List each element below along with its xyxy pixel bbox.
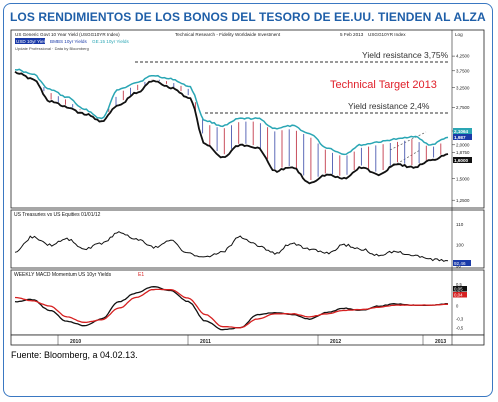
legend-item1: USD 10yr Yields <box>16 39 50 44</box>
macd-tick-label: -0,5 <box>456 325 464 330</box>
equities-tick-label: 90 <box>456 264 462 269</box>
header-center: Technical Research - Fidelity Worldwide … <box>175 32 281 37</box>
y-tick-label: 3,2500 <box>456 85 470 90</box>
y-tick-label: 1,2500 <box>456 198 470 203</box>
equities-line <box>14 231 449 262</box>
equities-series-group <box>14 231 449 262</box>
header-right-date: 5 Feb 2013 <box>340 32 364 37</box>
macd-badge: 0,05 <box>454 287 463 292</box>
chart-frame <box>3 3 493 397</box>
main-series-group <box>14 68 449 185</box>
y-tick-label: 1,8750 <box>456 150 470 155</box>
y-tick-label: 2,7500 <box>456 105 470 110</box>
equities-tick-label: 100 <box>456 243 464 248</box>
series-line-teal <box>14 68 449 156</box>
value-badge: 1,987 <box>454 135 466 140</box>
series-line-black <box>14 70 449 185</box>
header-right-index: USGG10YR Index <box>368 32 406 37</box>
x-axis-label: 2012 <box>330 339 341 345</box>
value-badge-box <box>453 157 472 163</box>
macd-tick-label: 0 <box>456 304 459 309</box>
x-axis-labels: 2010 2011 2012 2013 <box>57 335 446 345</box>
annotation-yield-resistance-low: Yield resistance 2,4% <box>348 101 430 111</box>
annotation-technical-target: Technical Target 2013 <box>330 79 437 91</box>
header-left-line2: Update Professional · Data by Bloomberg <box>15 46 89 51</box>
panel3-marker: E1 <box>138 272 144 278</box>
chart-title: LOS RENDIMIENTOS DE LOS BONOS DEL TESORO… <box>10 10 486 24</box>
value-badge: 1,6000 <box>454 158 468 163</box>
x-axis-label: 2013 <box>435 339 446 345</box>
macd-line-black <box>14 286 449 331</box>
annotation-yield-resistance-high: Yield resistance 3,75% <box>362 50 449 60</box>
y-tick-label: 4,2500 <box>456 54 470 59</box>
panel3-title: WEEKLY MACD Momentum US 10yr Yields <box>14 272 112 278</box>
macd-line-red <box>14 288 448 329</box>
y-tick-label: 1,5000 <box>456 176 470 181</box>
main-panel <box>10 29 485 209</box>
macd-badge: 0,04 <box>454 293 463 298</box>
panel2-title: US Treasuries vs US Equities 01/01/12 <box>14 212 101 218</box>
macd-badge-box <box>453 292 467 298</box>
legend-item1-box <box>15 38 45 44</box>
macd-badges: 0,050,04 <box>453 286 467 298</box>
equities-badge-box <box>453 260 471 266</box>
value-badge-box <box>453 128 472 134</box>
macd-tick-label: 0,5 <box>456 282 462 287</box>
equities-y-ticks: 110 100 90 <box>456 222 464 269</box>
equities-panel <box>10 209 485 269</box>
value-badge-box <box>453 134 472 140</box>
time-axis-panel <box>10 334 485 346</box>
legend-item3: GE.15 10yr Yields <box>92 39 129 44</box>
y-tick-label: 2,0000 <box>456 142 470 147</box>
target-projection-line-1 <box>389 131 427 151</box>
x-axis-label: 2010 <box>70 339 81 345</box>
equities-tick-label: 110 <box>456 222 464 227</box>
equities-badge: 92,46 <box>454 261 466 266</box>
header-left-line1: US Generic Govt 10 Year Yield (USGG10YR … <box>15 32 120 37</box>
macd-tick-label: -0,3 <box>456 317 464 322</box>
macd-badge-box <box>453 286 467 292</box>
y-tick-label: 3,7500 <box>456 68 470 73</box>
value-badge: 2,1064 <box>454 129 468 134</box>
legend-item2: BMBS 10yr Yields <box>50 39 87 44</box>
header-right-scale: Log <box>455 32 463 37</box>
x-axis-label: 2011 <box>200 339 211 345</box>
macd-series-group <box>14 286 449 331</box>
source-note: Fuente: Bloomberg, a 04.02.13. <box>11 350 138 360</box>
